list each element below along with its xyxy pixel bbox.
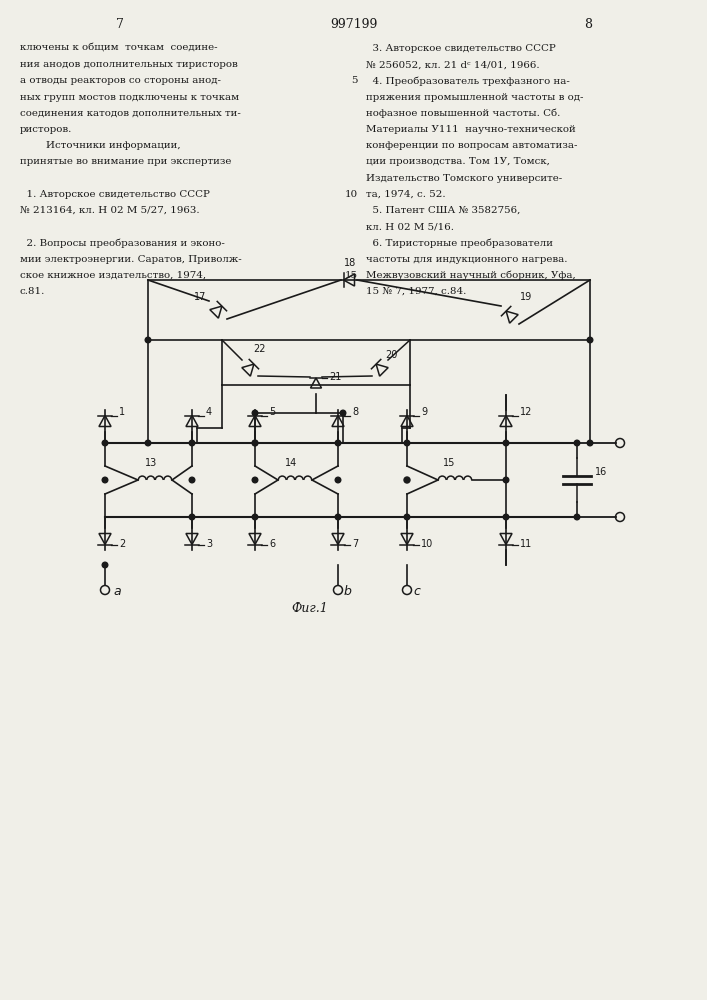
Text: 1. Авторское свидетельство СССР: 1. Авторское свидетельство СССР: [20, 190, 210, 199]
Circle shape: [252, 440, 258, 446]
Text: 3: 3: [206, 539, 212, 549]
Text: 11: 11: [520, 539, 532, 549]
Circle shape: [103, 562, 107, 568]
Text: с.81.: с.81.: [20, 287, 45, 296]
Text: пряжения промышленной частоты в од-: пряжения промышленной частоты в од-: [366, 93, 583, 102]
Text: принятые во внимание при экспертизе: принятые во внимание при экспертизе: [20, 157, 231, 166]
Text: c: c: [413, 585, 420, 598]
Circle shape: [404, 440, 410, 446]
Circle shape: [252, 410, 258, 416]
Text: 10: 10: [345, 190, 358, 199]
Circle shape: [404, 514, 410, 520]
Text: 14: 14: [285, 458, 297, 468]
Text: 2. Вопросы преобразования и эконо-: 2. Вопросы преобразования и эконо-: [20, 238, 225, 248]
Circle shape: [588, 440, 592, 446]
Text: 17: 17: [194, 292, 206, 302]
Text: 3. Авторское свидетельство СССР: 3. Авторское свидетельство СССР: [366, 44, 556, 53]
Circle shape: [189, 440, 195, 446]
Text: b: b: [344, 585, 352, 598]
Text: частоты для индукционного нагрева.: частоты для индукционного нагрева.: [366, 255, 568, 264]
Text: 2: 2: [119, 539, 125, 549]
Text: соединения катодов дополнительных ти-: соединения катодов дополнительных ти-: [20, 109, 241, 118]
Text: Фиг.1: Фиг.1: [291, 602, 328, 615]
Circle shape: [340, 410, 346, 416]
Text: 8: 8: [352, 407, 358, 417]
Circle shape: [335, 440, 341, 446]
Circle shape: [189, 514, 195, 520]
Circle shape: [103, 477, 107, 483]
Text: 6: 6: [269, 539, 275, 549]
Text: 22: 22: [253, 344, 266, 354]
Text: 9: 9: [421, 407, 427, 417]
Text: Межвузовский научный сборник, Уфа,: Межвузовский научный сборник, Уфа,: [366, 271, 575, 280]
Circle shape: [252, 477, 258, 483]
Text: ское книжное издательство, 1974,: ское книжное издательство, 1974,: [20, 271, 206, 280]
Text: 16: 16: [595, 467, 607, 477]
Text: Источники информации,: Источники информации,: [20, 141, 180, 150]
Circle shape: [503, 477, 509, 483]
Text: ристоров.: ристоров.: [20, 125, 72, 134]
Text: конференции по вопросам автоматиза-: конференции по вопросам автоматиза-: [366, 141, 578, 150]
Text: ключены к общим  точкам  соедине-: ключены к общим точкам соедине-: [20, 44, 218, 53]
Text: нофазное повышенной частоты. Сб.: нофазное повышенной частоты. Сб.: [366, 109, 561, 118]
Circle shape: [574, 440, 580, 446]
Circle shape: [252, 514, 258, 520]
Circle shape: [103, 440, 107, 446]
Text: 5: 5: [269, 407, 275, 417]
Text: ния анодов дополнительных тиристоров: ния анодов дополнительных тиристоров: [20, 60, 238, 69]
Circle shape: [252, 440, 258, 446]
Text: 7: 7: [352, 539, 358, 549]
Text: Материалы У111  научно-технической: Материалы У111 научно-технической: [366, 125, 575, 134]
Text: Издательство Томского университе-: Издательство Томского университе-: [366, 174, 562, 183]
Text: 6. Тиристорные преобразователи: 6. Тиристорные преобразователи: [366, 238, 553, 248]
Circle shape: [335, 477, 341, 483]
Text: мии электроэнергии. Саратов, Приволж-: мии электроэнергии. Саратов, Приволж-: [20, 255, 242, 264]
Text: та, 1974, с. 52.: та, 1974, с. 52.: [366, 190, 445, 199]
Text: 15: 15: [345, 271, 358, 280]
Text: № 256052, кл. 21 dᶜ 14/01, 1966.: № 256052, кл. 21 dᶜ 14/01, 1966.: [366, 60, 539, 69]
Text: 5. Патент США № 3582756,: 5. Патент США № 3582756,: [366, 206, 520, 215]
Text: кл. Н 02 М 5/16.: кл. Н 02 М 5/16.: [366, 222, 454, 231]
Circle shape: [503, 514, 509, 520]
Circle shape: [145, 337, 151, 343]
Circle shape: [404, 477, 410, 483]
Text: ции производства. Том 1У, Томск,: ции производства. Том 1У, Томск,: [366, 157, 550, 166]
Text: 10: 10: [421, 539, 433, 549]
Text: 15: 15: [443, 458, 455, 468]
Text: 13: 13: [145, 458, 157, 468]
Text: 7: 7: [116, 18, 124, 31]
Text: 4. Преобразователь трехфазного на-: 4. Преобразователь трехфазного на-: [366, 76, 570, 86]
Text: a: a: [113, 585, 121, 598]
Text: а отводы реакторов со стороны анод-: а отводы реакторов со стороны анод-: [20, 76, 221, 85]
Circle shape: [574, 514, 580, 520]
Text: 5: 5: [351, 76, 358, 85]
Circle shape: [145, 440, 151, 446]
Text: 18: 18: [344, 258, 356, 268]
Text: 4: 4: [206, 407, 212, 417]
Circle shape: [588, 337, 592, 343]
Text: 8: 8: [584, 18, 592, 31]
Text: 20: 20: [385, 350, 397, 360]
Text: 997199: 997199: [330, 18, 378, 31]
Text: ных групп мостов подключены к точкам: ных групп мостов подключены к точкам: [20, 93, 239, 102]
Text: 1: 1: [119, 407, 125, 417]
Text: № 213164, кл. Н 02 М 5/27, 1963.: № 213164, кл. Н 02 М 5/27, 1963.: [20, 206, 199, 215]
Text: 12: 12: [520, 407, 532, 417]
Circle shape: [335, 514, 341, 520]
Text: 19: 19: [520, 292, 532, 302]
Text: 21: 21: [329, 372, 341, 382]
Text: 15 № 7, 1977, с.84.: 15 № 7, 1977, с.84.: [366, 287, 467, 296]
Circle shape: [503, 440, 509, 446]
Circle shape: [189, 477, 195, 483]
